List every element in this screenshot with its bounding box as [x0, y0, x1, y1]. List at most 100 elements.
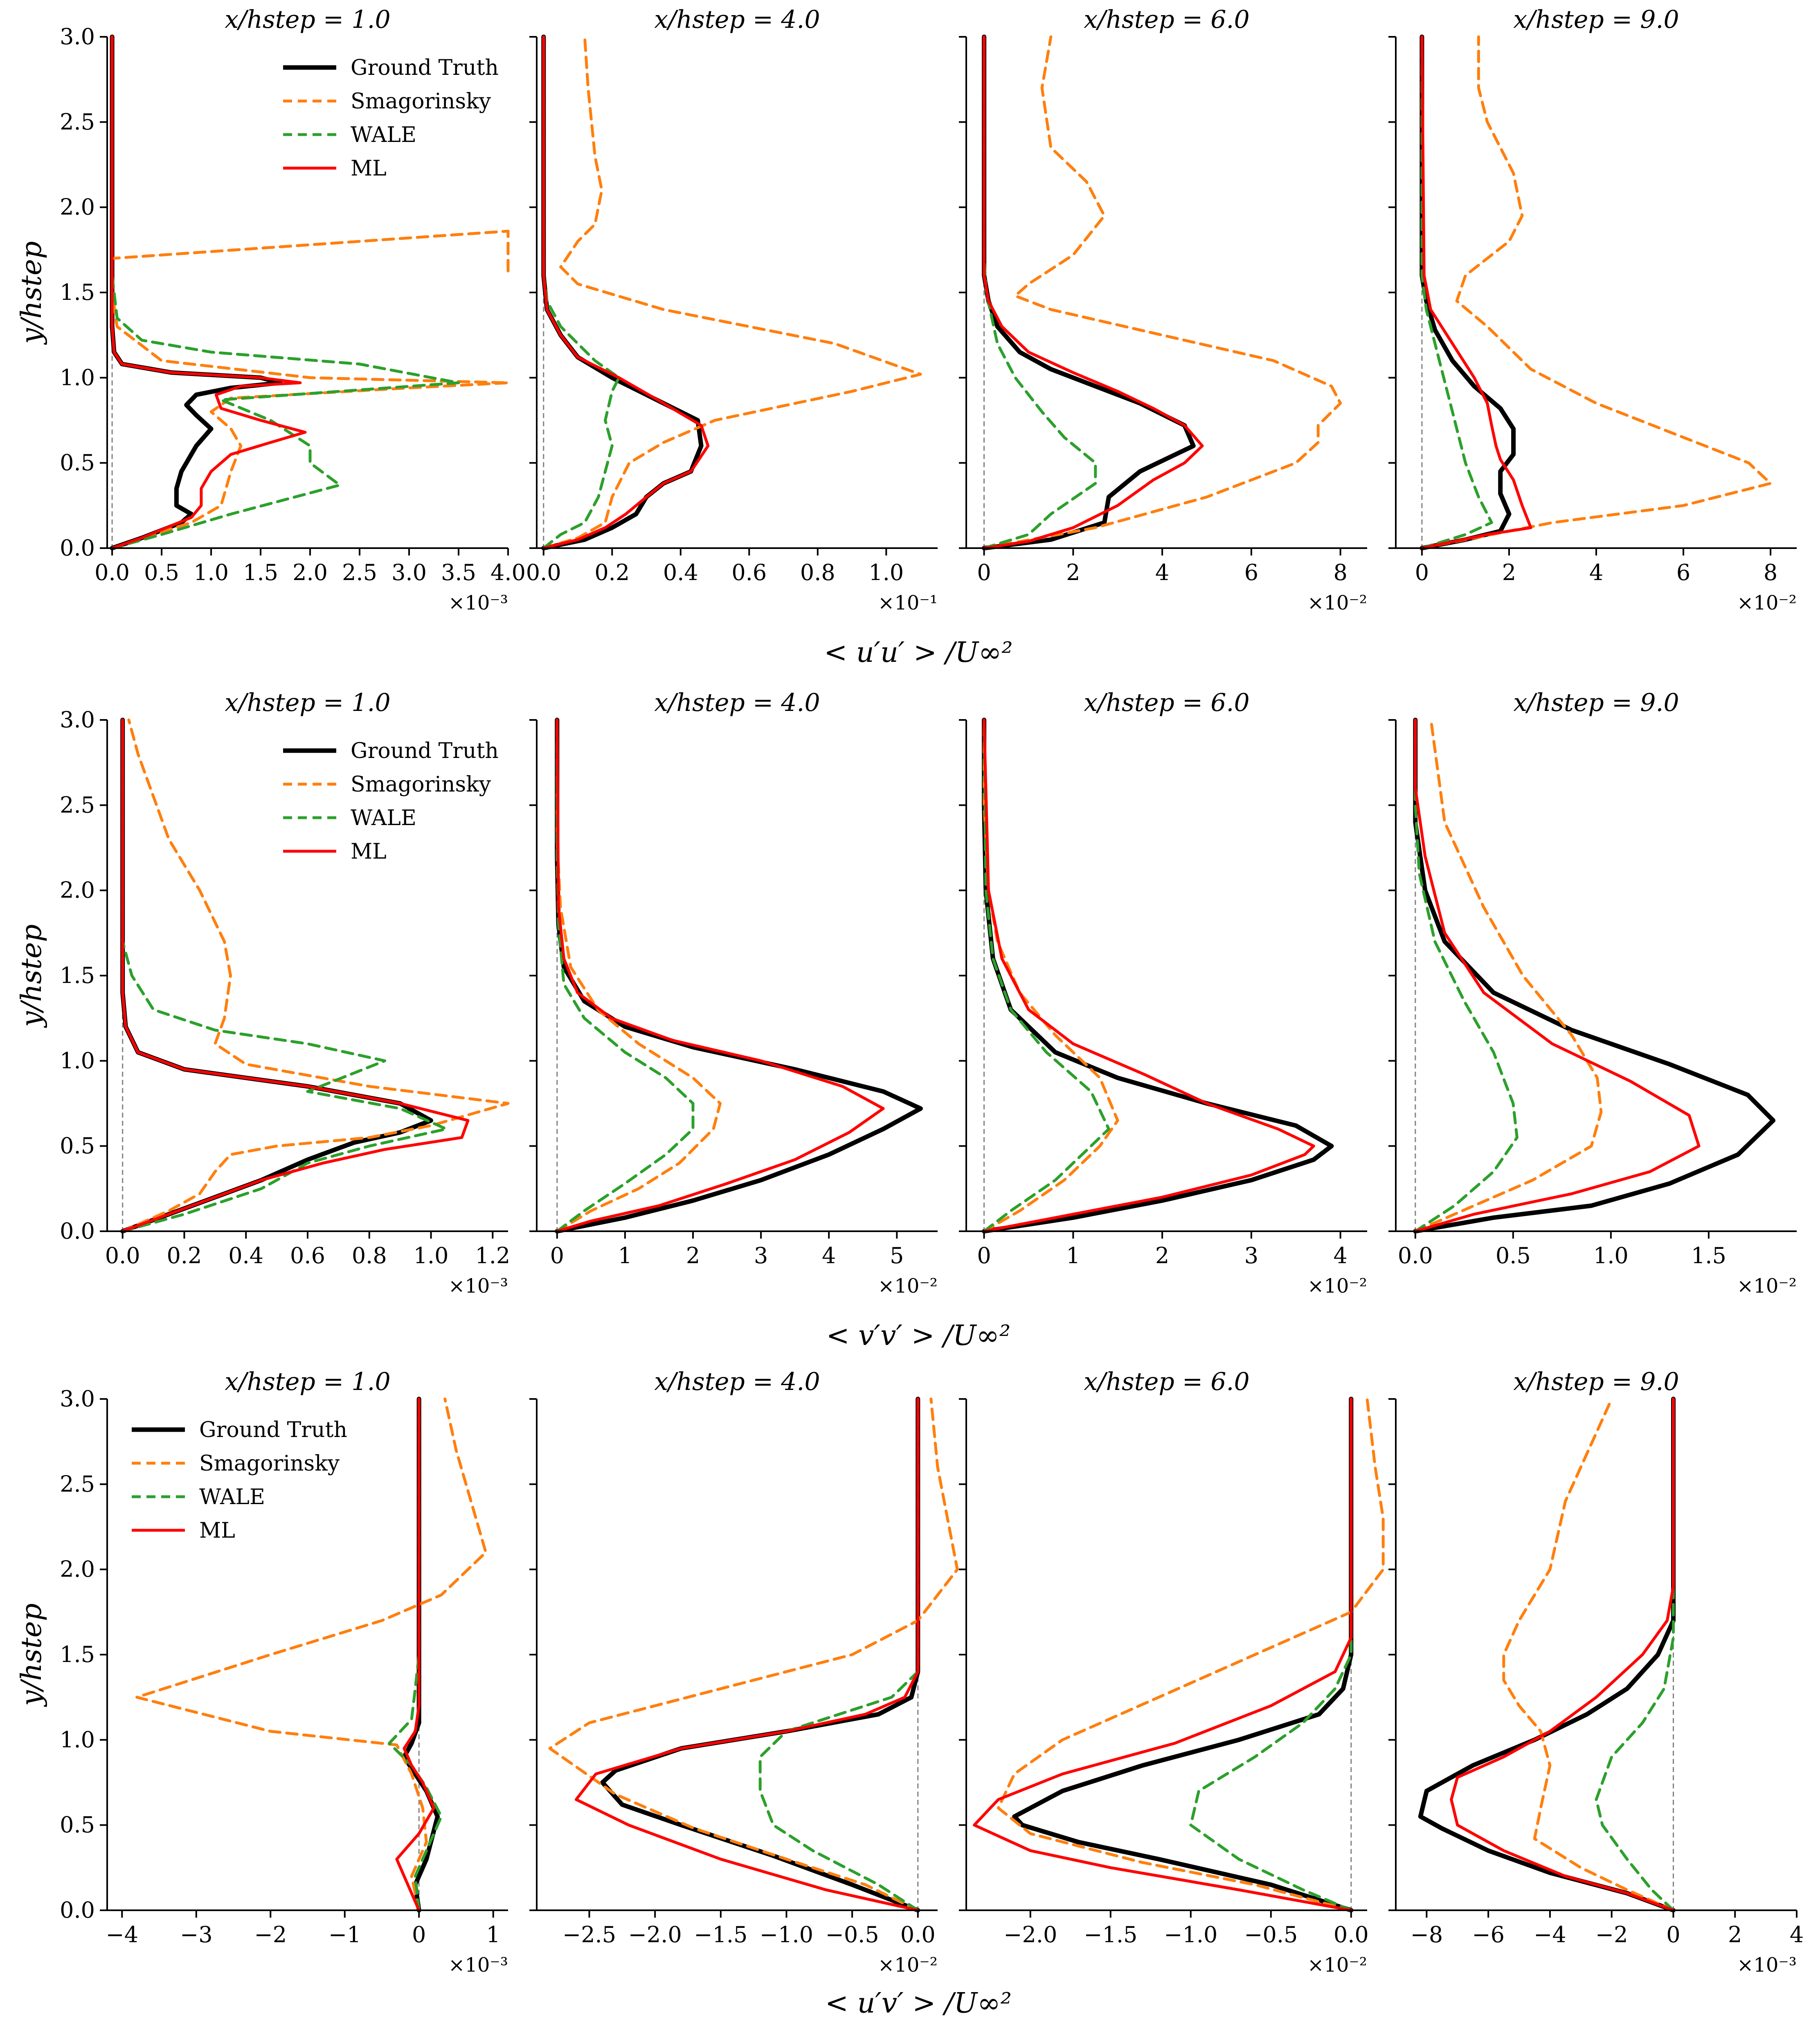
panel-r3c1: −4 −3 −2 −1 0 1 0.0 0.5 1.0 1.5 2.0 2.5 3.0 x/hstep =… [16, 1367, 508, 1977]
panel-r1c1-multiplier: ×10⁻³ [448, 591, 508, 614]
legend-label-ground-truth: Ground Truth [199, 1418, 347, 1442]
panel-r3c1-ylabel: y/hstep [16, 1603, 48, 1707]
panel-r1c2-multiplier: ×10⁻¹ [878, 591, 938, 614]
legend-label-smagorinsky: Smagorinsky [351, 772, 491, 797]
panel-r1c1-ytick-label: 0.0 [60, 535, 95, 561]
panel-r2c1-ylabel: y/hstep [16, 924, 48, 1028]
panel-r1c2-xtick-label: 0.2 [594, 560, 630, 585]
panel-r2c4-xtick-label: 0.5 [1496, 1243, 1531, 1268]
panel-r3c1-xtick-label: 0 [412, 1922, 426, 1948]
panel-r1c1-ylabel: y/hstep [16, 241, 48, 345]
panel-r1c1-ytick-label: 1.5 [60, 279, 95, 305]
panel-r2c2-xtick-label: 4 [822, 1243, 836, 1268]
panel-r2c1-xtick-label: 0.0 [105, 1243, 140, 1268]
panel-r3c2-series-smagorinsky [548, 1397, 959, 1912]
panel-r1c3-xtick-label: 0 [977, 560, 991, 585]
panel-r3c1-series-ml [395, 1397, 435, 1912]
panel-r2c2-xtick-label: 1 [618, 1243, 632, 1268]
panel-r3c4-series-ground-truth [1418, 1397, 1676, 1913]
panel-r1c4-series-ml [1420, 35, 1532, 550]
row1-xlabel: < u′u′ > /U∞² [824, 636, 1012, 669]
panel-r2c3-series-wale [983, 718, 1110, 1233]
panel-r3c1-series-smagorinsky [135, 1397, 488, 1912]
panel-r1c1: 0.0 0.5 1.0 1.5 2.0 2.5 3.0 3.5 4.0 0.0 0.5 1.0 1.5 2… [16, 5, 526, 614]
panel-r2c2-xtick-label: 5 [890, 1243, 904, 1268]
panel-r1c1-ytick-label: 2.5 [60, 109, 95, 135]
panel-r3c3-series-ground-truth [1012, 1397, 1354, 1913]
panel-r3c3-xtick-label: 0.0 [1334, 1922, 1369, 1948]
legend-label-smagorinsky: Smagorinsky [351, 89, 491, 114]
panel-r1c4-xtick-label: 4 [1589, 560, 1603, 585]
panel-r3c2-xtick-label: −0.5 [826, 1922, 879, 1948]
panel-r1c2-series-ml [542, 35, 710, 550]
panel-r1c3-xtick-label: 2 [1066, 560, 1080, 585]
panel-r2c2-series-wale [556, 718, 695, 1233]
panel-r2c4: 0.0 0.5 1.0 1.5 x/hstep = 9.0 ×10⁻² [1388, 688, 1797, 1298]
panel-r3c4-series-smagorinsky [1502, 1397, 1675, 1912]
panel-r3c3-series-smagorinsky [997, 1397, 1385, 1912]
panel-r1c4-xtick-label: 0 [1415, 560, 1429, 585]
panel-r2c3-xtick-label: 4 [1333, 1243, 1347, 1268]
panel-r1c1-ytick-label: 0.5 [60, 450, 95, 476]
panel-r2c2-title: x/hstep = 4.0 [654, 688, 820, 717]
panel-r1c3-xtick-label: 6 [1244, 560, 1258, 585]
panel-r1c1-xtick-label: 2.0 [292, 560, 328, 585]
panel-r1c3-title: x/hstep = 6.0 [1084, 5, 1249, 34]
panel-r1c1-ytick-label: 2.0 [60, 194, 95, 220]
panel-r3c3-xtick-label: −1.0 [1164, 1922, 1217, 1948]
panel-r3c4-multiplier: ×10⁻³ [1737, 1954, 1797, 1977]
panel-r2c1-xtick-label: 0.8 [352, 1243, 387, 1268]
panel-r1c3-series-smagorinsky [983, 35, 1342, 550]
panel-r3c3-xtick-label: −0.5 [1244, 1922, 1298, 1948]
panel-r2c1-xtick-label: 1.0 [414, 1243, 449, 1268]
panel-r3c2-title: x/hstep = 4.0 [654, 1367, 820, 1396]
panel-r3c2-series-ml [574, 1397, 920, 1912]
panel-r1c1-xtick-label: 3.0 [391, 560, 427, 585]
panel-r2c2-series-ml [556, 718, 885, 1233]
panel-r1c1-series-smagorinsky [110, 229, 510, 550]
panel-r1c2: 0.0 0.2 0.4 0.6 0.8 1.0 x/hstep = 4.0 ×10⁻¹ [526, 5, 938, 614]
panel-r1c1-series-ml [110, 35, 307, 550]
panel-r3c3-title: x/hstep = 6.0 [1084, 1367, 1249, 1396]
panel-r2c1-ytick-label: 0.5 [60, 1133, 95, 1159]
panel-r3c4-xtick-label: −4 [1534, 1922, 1566, 1948]
panel-r3c1-ytick-label: 2.5 [60, 1471, 95, 1497]
panel-r1c3-xtick-label: 8 [1333, 560, 1347, 585]
panel-r2c3-xtick-label: 1 [1066, 1243, 1080, 1268]
panel-r1c2-series-wale [542, 35, 621, 550]
panel-r1c1-xtick-label: 3.5 [441, 560, 476, 585]
panel-r2c1-ytick-label: 1.5 [60, 963, 95, 988]
panel-r2c1-ytick-label: 0.0 [60, 1218, 95, 1244]
panel-r3c3-multiplier: ×10⁻² [1307, 1954, 1367, 1977]
panel-r2c2-xtick-label: 0 [550, 1243, 564, 1268]
panel-r2c2-multiplier: ×10⁻² [878, 1275, 938, 1298]
panel-r1c4-multiplier: ×10⁻² [1737, 591, 1797, 614]
legend-label-wale: WALE [199, 1485, 265, 1509]
panel-r3c1-ytick-label: 1.0 [60, 1727, 95, 1752]
panel-r3c4-xtick-label: −6 [1472, 1922, 1505, 1948]
panel-r1c3-xtick-label: 4 [1155, 560, 1169, 585]
panel-r1c1-legend: Ground Truth Smagorinsky WALE ML [283, 56, 499, 181]
legend-label-ml: ML [351, 839, 387, 864]
row2-xlabel: < v′v′ > /U∞² [826, 1320, 1011, 1352]
row3-xlabel: < u′v′ > /U∞² [825, 1987, 1012, 2020]
panel-r3c1-xtick-label: 1 [486, 1922, 500, 1948]
panel-r2c1-ytick-label: 2.0 [60, 877, 95, 903]
panel-r2c3-multiplier: ×10⁻² [1307, 1275, 1367, 1298]
panel-r3c1-xtick-label: −1 [328, 1922, 361, 1948]
panel-r1c3-multiplier: ×10⁻² [1307, 591, 1367, 614]
panel-r1c1-title: x/hstep = 1.0 [225, 5, 390, 34]
legend-label-ground-truth: Ground Truth [351, 739, 499, 763]
panel-r2c3-title: x/hstep = 6.0 [1084, 688, 1249, 717]
panel-r1c1-xtick-label: 0.0 [94, 560, 130, 585]
panel-r2c1-xtick-label: 0.2 [167, 1243, 202, 1268]
panel-r2c1-ytick-label: 3.0 [60, 707, 95, 733]
panel-r2c4-series-ml [1414, 718, 1701, 1233]
panel-r3c4-xtick-label: −2 [1595, 1922, 1628, 1948]
panel-r1c2-title: x/hstep = 4.0 [654, 5, 820, 34]
panel-r2c3-series-ml [983, 718, 1315, 1233]
panel-r2c2-xtick-label: 3 [754, 1243, 768, 1268]
panel-r3c4-series-wale [1595, 1397, 1675, 1912]
panel-r3c4-xtick-label: 0 [1666, 1922, 1680, 1948]
legend-label-smagorinsky: Smagorinsky [199, 1451, 340, 1476]
